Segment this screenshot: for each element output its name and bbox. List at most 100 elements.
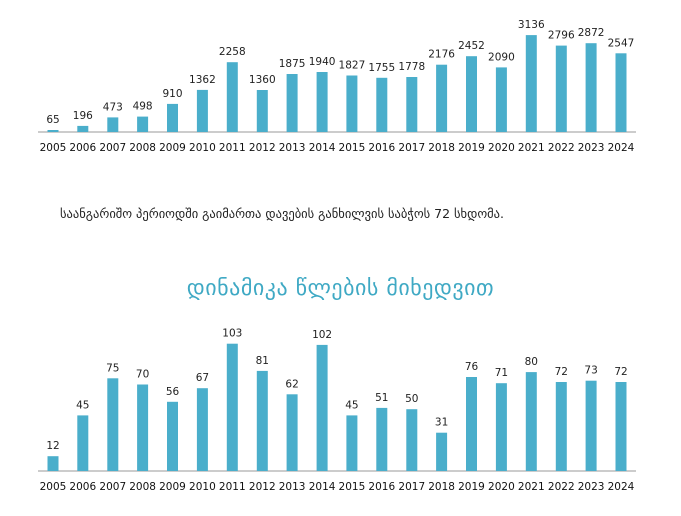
bottom-tick-label-2020: 2020 — [488, 481, 515, 493]
bottom-tick-label-2010: 2010 — [189, 481, 216, 493]
bottom-bar-2006 — [77, 415, 89, 471]
bottom-tick-label-2007: 2007 — [99, 481, 126, 493]
bottom-bar-2008 — [137, 384, 149, 471]
bottom-value-label-2015: 45 — [345, 399, 358, 411]
top-tick-label-2016: 2016 — [368, 142, 395, 154]
top-value-label-2016: 1755 — [368, 62, 395, 74]
bottom-value-label-2014: 102 — [312, 329, 332, 341]
section-title: დინამიკა წლების მიხედვით — [186, 276, 495, 301]
top-value-label-2014: 1940 — [309, 56, 336, 68]
bottom-value-label-2005: 12 — [46, 440, 59, 452]
cases-per-year-chart: 65 2005 196 2006 473 2007 498 2008 910 2009 1362 20… — [38, 19, 636, 154]
bottom-value-label-2017: 50 — [405, 393, 418, 405]
bottom-bar-2015 — [346, 415, 358, 471]
top-bar-2020 — [495, 67, 507, 132]
bottom-bar-2010 — [196, 388, 208, 471]
bottom-tick-label-2012: 2012 — [249, 481, 276, 493]
bottom-value-label-2019: 76 — [465, 361, 479, 373]
bottom-value-label-2013: 62 — [285, 378, 298, 390]
bottom-bar-2023 — [585, 380, 597, 471]
top-value-label-2007: 473 — [103, 101, 123, 113]
bottom-bar-2021 — [525, 372, 537, 471]
bottom-bar-2011 — [226, 343, 238, 471]
bottom-tick-label-2009: 2009 — [159, 481, 186, 493]
bottom-value-label-2021: 80 — [525, 356, 538, 368]
top-tick-label-2024: 2024 — [608, 142, 635, 154]
bottom-bar-2005 — [47, 456, 59, 471]
top-tick-label-2022: 2022 — [548, 142, 575, 154]
top-bar-2018 — [436, 64, 448, 132]
bottom-bar-2022 — [555, 382, 567, 471]
bottom-value-label-2006: 45 — [76, 399, 89, 411]
bottom-tick-label-2022: 2022 — [548, 481, 575, 493]
top-bar-2012 — [256, 90, 268, 132]
bottom-tick-label-2006: 2006 — [69, 481, 96, 493]
top-bar-2013 — [286, 74, 298, 132]
top-value-label-2019: 2452 — [458, 40, 485, 52]
bottom-tick-label-2011: 2011 — [219, 481, 246, 493]
top-bar-2008 — [137, 116, 149, 132]
top-value-label-2011: 2258 — [219, 46, 246, 58]
bottom-tick-label-2024: 2024 — [608, 481, 635, 493]
top-tick-label-2021: 2021 — [518, 142, 545, 154]
bottom-bar-2013 — [286, 394, 298, 471]
top-tick-label-2005: 2005 — [40, 142, 67, 154]
bottom-tick-label-2008: 2008 — [129, 481, 156, 493]
top-value-label-2013: 1875 — [279, 58, 306, 70]
bottom-bar-2018 — [436, 432, 448, 471]
bottom-value-label-2009: 56 — [166, 386, 180, 398]
bottom-value-label-2018: 31 — [435, 417, 448, 429]
top-tick-label-2018: 2018 — [428, 142, 455, 154]
top-value-label-2022: 2796 — [548, 30, 575, 42]
bottom-bar-2009 — [167, 401, 178, 471]
top-tick-label-2019: 2019 — [458, 142, 485, 154]
top-bar-2006 — [77, 125, 89, 132]
top-bar-2010 — [196, 89, 208, 132]
bottom-tick-label-2013: 2013 — [279, 481, 306, 493]
bottom-value-label-2020: 71 — [495, 367, 508, 379]
top-bar-2021 — [525, 35, 537, 132]
top-tick-label-2014: 2014 — [309, 142, 336, 154]
top-tick-label-2015: 2015 — [339, 142, 366, 154]
top-bar-2007 — [107, 117, 119, 132]
bottom-value-label-2011: 103 — [222, 328, 242, 340]
bottom-value-label-2023: 73 — [584, 365, 597, 377]
bottom-bar-2017 — [406, 409, 418, 471]
top-value-label-2015: 1827 — [339, 60, 366, 72]
top-value-label-2012: 1360 — [249, 74, 276, 86]
top-value-label-2018: 2176 — [428, 49, 455, 61]
top-bar-2024 — [615, 53, 627, 132]
top-value-label-2010: 1362 — [189, 74, 216, 86]
top-value-label-2023: 2872 — [578, 27, 605, 39]
bottom-value-label-2024: 72 — [614, 366, 627, 378]
bottom-tick-label-2015: 2015 — [339, 481, 366, 493]
top-value-label-2021: 3136 — [518, 19, 545, 31]
bottom-value-label-2012: 81 — [256, 355, 269, 367]
bottom-bar-2016 — [376, 407, 388, 471]
top-tick-label-2023: 2023 — [578, 142, 605, 154]
bottom-tick-label-2017: 2017 — [398, 481, 425, 493]
bottom-bar-2014 — [316, 344, 328, 471]
top-value-label-2009: 910 — [162, 88, 182, 100]
bottom-tick-label-2023: 2023 — [578, 481, 605, 493]
top-tick-label-2011: 2011 — [219, 142, 246, 154]
bottom-tick-label-2019: 2019 — [458, 481, 485, 493]
bottom-bar-2007 — [107, 378, 119, 471]
bottom-bar-2020 — [495, 383, 507, 471]
top-value-label-2008: 498 — [133, 101, 153, 113]
bottom-tick-label-2016: 2016 — [368, 481, 395, 493]
top-tick-label-2010: 2010 — [189, 142, 216, 154]
bottom-tick-label-2018: 2018 — [428, 481, 455, 493]
bottom-value-label-2016: 51 — [375, 392, 388, 404]
top-value-label-2024: 2547 — [608, 37, 635, 49]
top-value-label-2005: 65 — [46, 114, 59, 126]
top-bar-2005 — [47, 130, 59, 132]
sessions-per-year-chart: 12 2005 45 2006 75 2007 70 2008 56 2009 67 2010 103 2… — [38, 328, 636, 493]
top-value-label-2017: 1778 — [398, 61, 425, 73]
bottom-tick-label-2005: 2005 — [40, 481, 67, 493]
top-bar-2011 — [226, 62, 238, 133]
bottom-bar-2019 — [466, 377, 477, 471]
top-bar-2014 — [316, 72, 328, 132]
top-tick-label-2008: 2008 — [129, 142, 156, 154]
top-tick-label-2009: 2009 — [159, 142, 186, 154]
